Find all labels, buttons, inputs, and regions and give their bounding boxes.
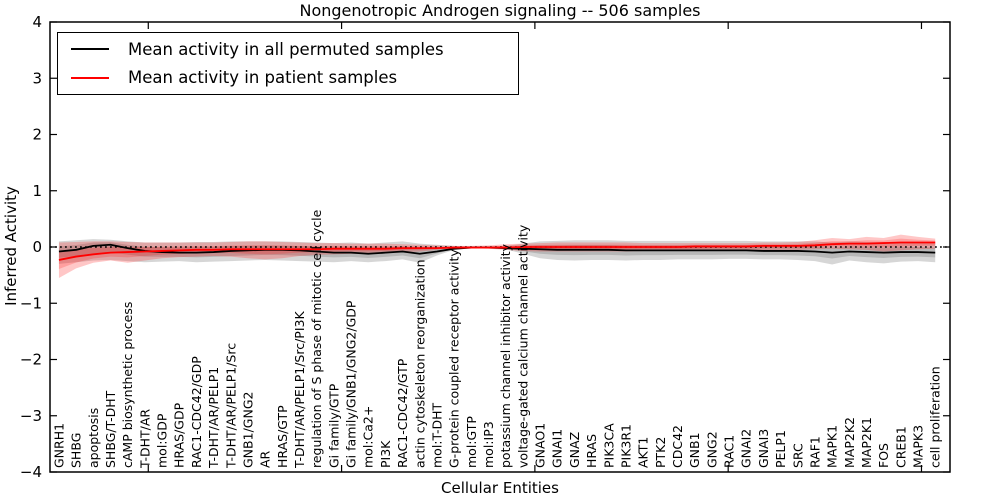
x-category-label: PIK3CA bbox=[601, 423, 616, 468]
y-tick-label: −2 bbox=[20, 351, 42, 369]
band-permuted bbox=[58, 239, 936, 265]
y-tick-label: 1 bbox=[32, 182, 42, 200]
x-category-label: mol:IP3 bbox=[481, 421, 496, 468]
legend: Mean activity in all permuted samples Me… bbox=[57, 32, 519, 95]
x-category-label: GNRH1 bbox=[51, 423, 66, 468]
x-category-label: HRAS bbox=[584, 434, 599, 468]
x-category-label: GNAZ bbox=[567, 432, 582, 468]
x-category-label: PIK3R1 bbox=[618, 424, 633, 468]
x-category-label: MAP2K1 bbox=[859, 417, 874, 468]
x-category-label: GNG2 bbox=[704, 431, 719, 468]
y-tick-label: −3 bbox=[20, 407, 42, 425]
x-category-label: GNB1 bbox=[687, 432, 702, 468]
x-category-label: SHBG/T-DHT bbox=[103, 390, 118, 468]
band-patient bbox=[58, 234, 936, 278]
legend-item-label: Mean activity in all permuted samples bbox=[128, 39, 444, 59]
x-category-label: CDC42 bbox=[670, 425, 685, 468]
x-category-label: T-DHT/AR/PELP1/Src bbox=[223, 343, 238, 469]
x-category-label: GNAO1 bbox=[533, 423, 548, 468]
x-category-label: mol:GTP bbox=[464, 416, 479, 468]
legend-item-patient: Mean activity in patient samples bbox=[58, 64, 518, 92]
legend-item-label: Mean activity in patient samples bbox=[128, 68, 398, 88]
x-category-label: RAF1 bbox=[807, 436, 822, 468]
plot-area bbox=[50, 234, 950, 278]
x-category-label: FOS bbox=[876, 443, 891, 468]
y-tick-label: 4 bbox=[32, 13, 42, 31]
y-tick-label: −4 bbox=[20, 463, 42, 481]
x-category-label: T-DHT/AR bbox=[137, 409, 152, 469]
legend-item-permuted: Mean activity in all permuted samples bbox=[58, 35, 518, 63]
x-category-label: MAPK1 bbox=[825, 425, 840, 468]
x-category-label: PI3K bbox=[378, 440, 393, 468]
x-category-label: RAC1-CDC42/GTP bbox=[395, 358, 410, 468]
y-tick-label: −1 bbox=[20, 294, 42, 312]
permuted-line-swatch bbox=[71, 48, 109, 51]
x-axis-label: Cellular Entities bbox=[441, 479, 559, 497]
x-category-label: CREB1 bbox=[893, 426, 908, 468]
x-category-label: MAPK3 bbox=[911, 425, 926, 468]
x-category-label: T-DHT/AR/PELP1 bbox=[206, 367, 221, 469]
x-category-label: GNAI3 bbox=[756, 429, 771, 468]
patient-line-swatch bbox=[71, 76, 109, 79]
x-category-label: GNAI2 bbox=[739, 429, 754, 468]
x-category-label: HRAS/GDP bbox=[172, 402, 187, 468]
x-category-label: cell proliferation bbox=[928, 366, 943, 468]
x-category-label: SRC bbox=[790, 443, 805, 468]
x-category-label: mol:T-DHT bbox=[429, 402, 444, 468]
x-category-label: apoptosis bbox=[86, 408, 101, 468]
x-category-label: SHBG bbox=[69, 433, 84, 468]
x-category-label: G-protein coupled receptor activity bbox=[447, 249, 462, 468]
x-category-label: GNB1/GNG2 bbox=[240, 392, 255, 468]
x-category-label: cAMP biosynthetic process bbox=[120, 302, 135, 468]
y-tick-label: 0 bbox=[32, 238, 42, 256]
y-tick-label: 2 bbox=[32, 126, 42, 144]
x-category-label: HRAS/GTP bbox=[275, 405, 290, 468]
x-category-label: mol:GDP bbox=[155, 413, 170, 468]
chart-title: Nongenotropic Androgen signaling -- 506 … bbox=[299, 1, 701, 20]
y-axis-label: Inferred Activity bbox=[2, 186, 20, 306]
x-category-label: Gi family/GNB1/GNG2/GDP bbox=[344, 300, 359, 468]
x-category-label: MAP2K2 bbox=[842, 417, 857, 468]
x-category-label: RAC1-CDC42/GDP bbox=[189, 356, 204, 468]
y-tick-label: 3 bbox=[32, 69, 42, 87]
x-category-label: AR bbox=[258, 450, 273, 468]
x-category-label: Gi family/GTP bbox=[326, 383, 341, 468]
x-category-label: AKT1 bbox=[636, 437, 651, 468]
series-line-patient bbox=[58, 241, 936, 261]
x-category-label: GNAI1 bbox=[550, 429, 565, 468]
x-category-label: actin cytoskeleton reorganization bbox=[412, 259, 427, 468]
x-category-label: PTK2 bbox=[653, 437, 668, 468]
x-category-label: mol:Ca2+ bbox=[361, 406, 376, 468]
x-category-label: voltage-gated calcium channel activity bbox=[515, 224, 530, 468]
x-category-label: regulation of S phase of mitotic cell cy… bbox=[309, 209, 324, 468]
x-category-label: potassium channel inhibitor activity bbox=[498, 243, 513, 468]
x-category-label: PELP1 bbox=[773, 430, 788, 468]
x-category-label: T-DHT/AR/PELP1/Src/PI3K bbox=[292, 311, 307, 469]
x-category-label: RAC1 bbox=[722, 435, 737, 468]
